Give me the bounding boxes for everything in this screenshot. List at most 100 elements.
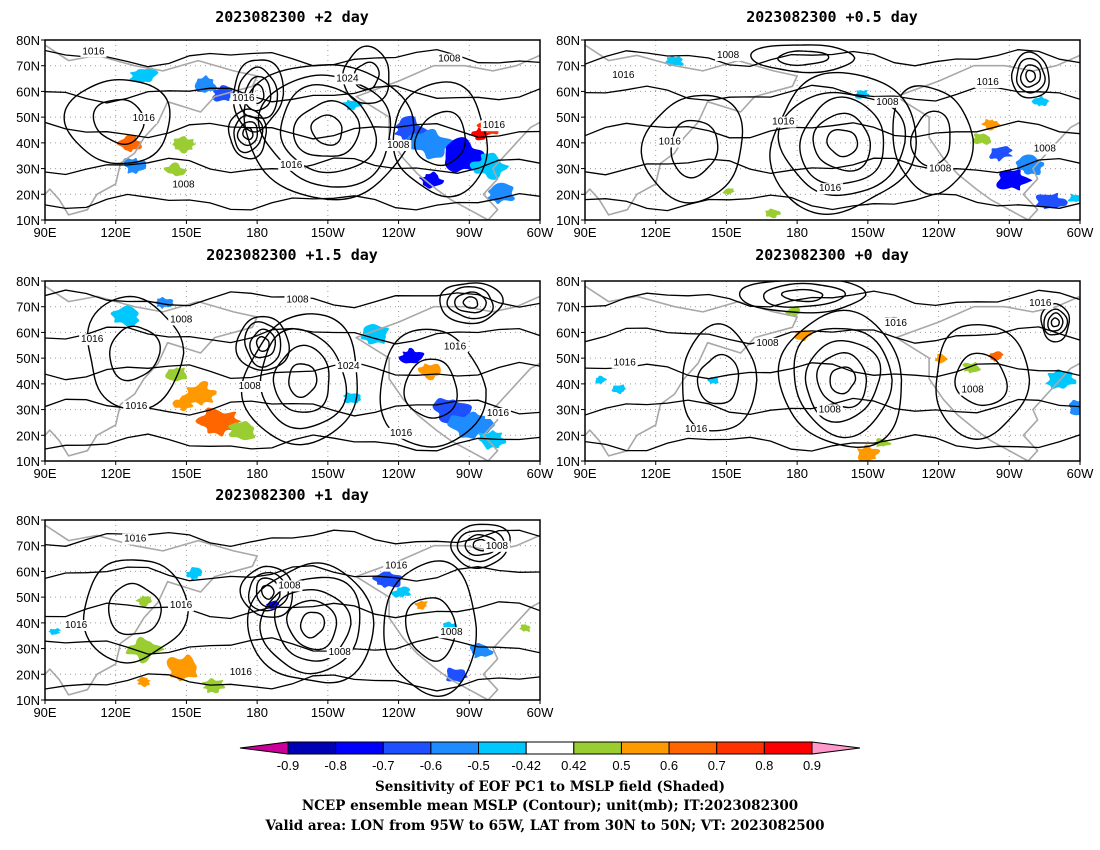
shaded-region [934, 353, 948, 364]
lon-tick-label: 90E [573, 225, 596, 240]
caption-line-1: Sensitivity of EOF PC1 to MSLP field (Sh… [375, 779, 725, 795]
lon-tick-label: 90W [456, 225, 483, 240]
contour-label: 1008 [717, 50, 740, 61]
lat-tick-label: 80N [16, 274, 40, 289]
colorbar-box [430, 741, 480, 755]
colorbar-label: -0.6 [420, 758, 442, 773]
shaded-region [1015, 154, 1045, 176]
lon-tick-label: 120W [382, 225, 417, 240]
lat-tick-label: 60N [16, 564, 40, 579]
contour-label: 1016 [685, 424, 708, 435]
contour-label: 1016 [81, 334, 104, 345]
contour-label: 1008 [929, 163, 952, 174]
contour-label: 1008 [278, 580, 301, 591]
colorbar-box [573, 741, 622, 755]
contour-label: 1016 [230, 667, 253, 678]
colorbar-label: -0.9 [277, 758, 299, 773]
panel-frame [44, 280, 541, 462]
shaded-region [1031, 95, 1050, 107]
shaded-region [519, 624, 531, 632]
shaded-region [469, 152, 510, 180]
lat-tick-label: 20N [556, 187, 580, 202]
lon-tick-label: 150W [851, 466, 886, 481]
colorbar-label: -0.7 [372, 758, 394, 773]
shaded-region [972, 133, 992, 145]
lon-tick-label: 150W [311, 225, 346, 240]
contour-label: 1024 [337, 361, 360, 372]
lat-tick-label: 40N [16, 616, 40, 631]
panel-plot-area: 1016 1016 1016 1016 1008 1008 1016 1008 1008 80N 7… [16, 513, 554, 720]
coastlines [45, 524, 540, 700]
shaded-region [981, 118, 1001, 131]
colorbar-max-triangle [811, 741, 861, 755]
shaded-region [153, 296, 174, 309]
lon-tick-label: 150E [171, 705, 202, 720]
lon-tick-label: 120W [382, 466, 417, 481]
colorbar-label: 0.7 [708, 758, 726, 773]
mslp-contours [45, 45, 540, 211]
contour-label: 1008 [170, 314, 193, 325]
lat-tick-label: 10N [16, 454, 40, 469]
lon-tick-label: 120E [641, 225, 672, 240]
contour-label: 1008 [438, 54, 461, 65]
sensitivity-shading [665, 55, 1080, 219]
contour-label: 1024 [336, 73, 359, 84]
map-panel-p2: 2023082300 +2 day 1016 1016 1008 1016 1016 102… [16, 8, 554, 240]
lon-tick-label: 90W [456, 466, 483, 481]
contour-label: 1016 [125, 401, 148, 412]
panel-frame [44, 39, 541, 221]
mslp-contours [585, 281, 1080, 452]
panel-title: 2023082300 +2 day [215, 8, 369, 26]
shaded-region [48, 628, 62, 635]
lon-tick-label: 120W [922, 466, 957, 481]
shaded-region [1068, 399, 1080, 416]
lon-tick-label: 120W [922, 225, 957, 240]
lon-tick-label: 180 [786, 466, 808, 481]
lat-tick-label: 10N [16, 213, 40, 228]
panels-layer: 2023082300 +2 day 1016 1016 1008 1016 1016 102… [16, 8, 1094, 720]
contour-label: 1016 [390, 428, 413, 439]
shaded-region [1035, 192, 1068, 209]
lat-tick-label: 30N [16, 403, 40, 418]
contour-label: 1016 [772, 117, 795, 128]
shaded-region [165, 367, 187, 382]
contour-label: 1016 [659, 136, 682, 147]
shaded-region [228, 421, 256, 441]
lat-tick-label: 80N [16, 513, 40, 528]
contour-label: 1016 [82, 46, 105, 57]
shaded-region [875, 438, 892, 447]
colorbar-box [335, 741, 384, 755]
contour-label: 1016 [614, 358, 637, 369]
map-panel-p05: 2023082300 +0.5 day101610161008101610161… [556, 8, 1094, 240]
contour-label: 1016 [385, 561, 408, 572]
shaded-region [195, 407, 242, 437]
colorbar-label: 0.5 [612, 758, 630, 773]
shaded-region [447, 411, 496, 439]
contour-label: 1008 [440, 627, 463, 638]
contour-label: 1016 [170, 600, 193, 611]
lat-tick-label: 70N [556, 59, 580, 74]
shaded-region [163, 162, 187, 177]
shaded-region [166, 654, 198, 682]
contour-label: 1016 [483, 120, 506, 131]
shaded-region [857, 444, 881, 461]
map-panel-p0: 2023082300 +0 day 1016 1016 1008 1008 1016 100… [556, 246, 1094, 481]
contour-label: 1008 [486, 541, 509, 552]
contour-label: 1016 [1029, 298, 1052, 309]
colorbar-box [382, 741, 432, 755]
contour-label: 1016 [65, 620, 88, 631]
colorbar-label: -0.8 [324, 758, 346, 773]
lon-tick-label: 120E [101, 225, 132, 240]
contour-label: 1016 [819, 183, 842, 194]
lon-tick-label: 90W [996, 466, 1023, 481]
lat-tick-label: 30N [16, 162, 40, 177]
shaded-region [414, 600, 428, 610]
contour-label: 1008 [1034, 144, 1057, 155]
colorbar-label: 0.9 [803, 758, 821, 773]
lat-tick-label: 60N [556, 84, 580, 99]
shaded-region [989, 146, 1013, 162]
contour-label: 1016 [977, 77, 1000, 88]
shaded-region [665, 55, 684, 67]
lat-tick-label: 50N [556, 110, 580, 125]
lon-tick-label: 120W [382, 705, 417, 720]
